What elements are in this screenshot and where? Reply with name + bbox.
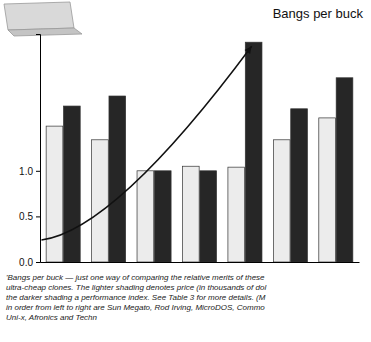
laptop-illustration	[4, 2, 82, 36]
y-tick-label: 0.0	[19, 257, 33, 268]
caption: 'Bangs per buck — just one way of compar…	[6, 273, 266, 322]
caption-line: the darker shading a performance index. …	[6, 293, 266, 302]
y-tick-mark	[36, 216, 40, 217]
y-tick: 0.0	[19, 257, 40, 268]
arrow-line	[41, 46, 251, 240]
bar	[92, 140, 109, 262]
bar	[109, 96, 126, 262]
y-tick: 1.0	[19, 166, 40, 177]
x-axis-line	[41, 262, 360, 263]
bar	[273, 140, 290, 262]
y-tick-label: 0.5	[19, 211, 33, 222]
bar	[182, 166, 199, 262]
chart: Bangs per buck 0.0 0.5 1.0 'Bangs per buck —…	[0, 0, 371, 342]
bar	[245, 42, 262, 262]
y-tick: 0.5	[19, 211, 40, 222]
arrow-head	[245, 46, 252, 54]
caption-line: 'Bangs per buck — just one way of compar…	[6, 273, 265, 282]
bar	[336, 78, 353, 262]
bar	[46, 126, 63, 262]
title: Bangs per buck	[273, 6, 364, 21]
bar	[291, 109, 308, 262]
bar	[319, 118, 336, 262]
caption-line: ultra-cheap clones. The lighter shading …	[6, 283, 266, 292]
bar	[200, 171, 217, 262]
bars	[46, 42, 353, 262]
y-tick-label: 1.0	[19, 166, 33, 177]
bar	[137, 171, 154, 262]
bar	[64, 106, 81, 262]
bar	[154, 171, 171, 262]
laptop-base	[8, 28, 82, 36]
plot: 0.0 0.5 1.0	[19, 35, 359, 268]
laptop-screen	[4, 2, 74, 30]
x-axis	[41, 262, 360, 264]
y-tick-mark	[36, 262, 40, 263]
caption-line: in order from left to right are Sun Mega…	[6, 303, 265, 312]
caption-line: Uni-x, Afronics and Techn	[6, 313, 98, 322]
bar	[228, 167, 245, 262]
y-axis: 0.0 0.5 1.0	[19, 35, 40, 268]
y-tick-mark	[36, 171, 40, 172]
arrow	[41, 46, 251, 240]
y-axis-line	[36, 35, 41, 263]
